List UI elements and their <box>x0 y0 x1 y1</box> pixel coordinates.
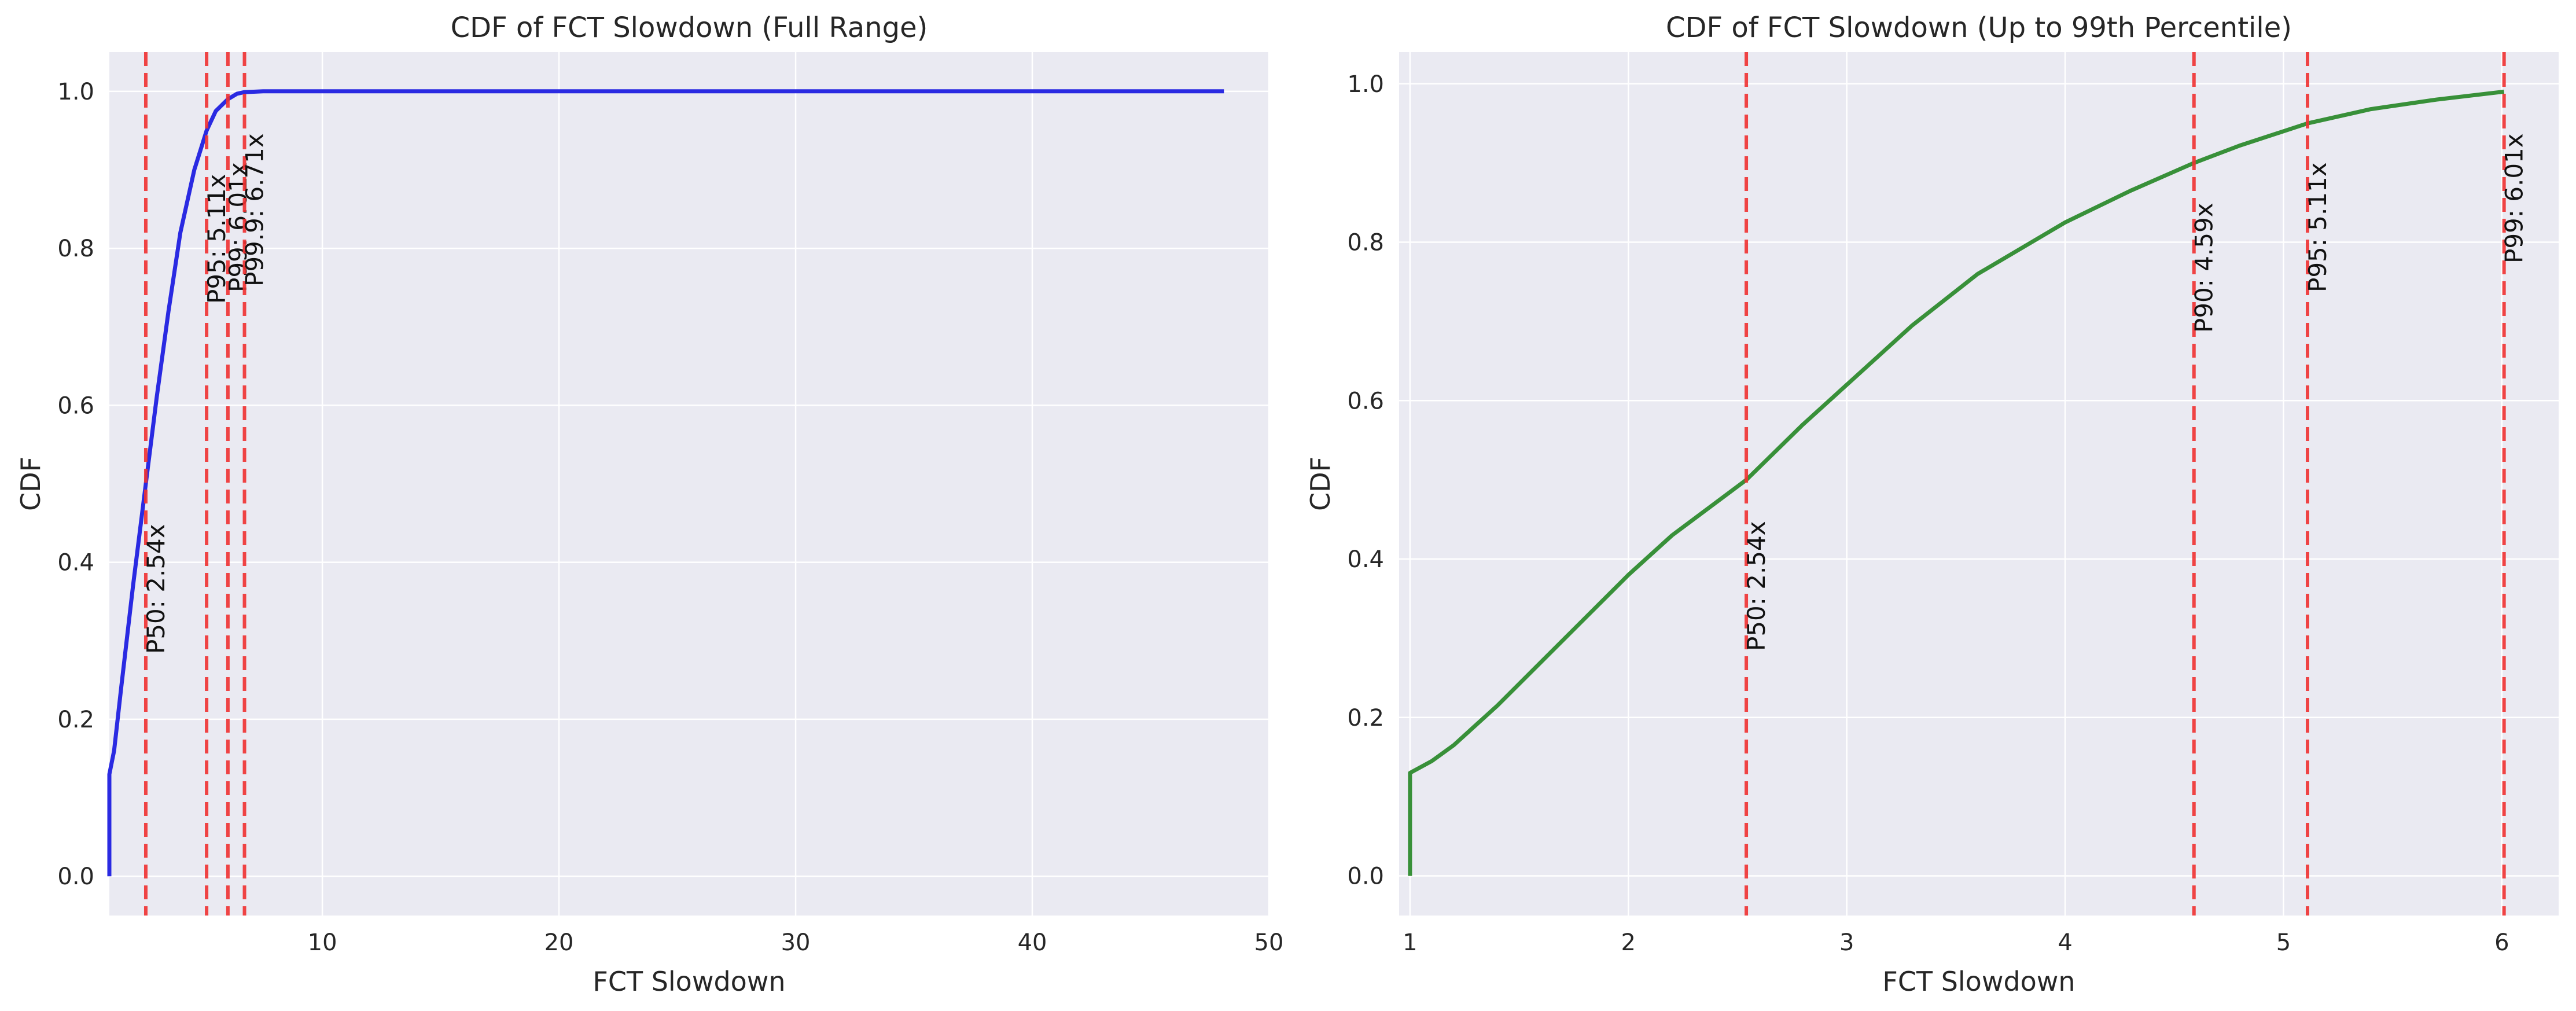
percentile-label: P50: 2.54x <box>1742 521 1771 651</box>
x-tick-label: 30 <box>781 929 811 956</box>
x-tick-label: 40 <box>1018 929 1047 956</box>
y-tick-label: 1.0 <box>57 79 94 105</box>
x-tick-label: 3 <box>1839 929 1854 956</box>
x-tick-label: 5 <box>2276 929 2291 956</box>
cdf-series-line <box>1408 89 2505 876</box>
plot-area <box>109 52 1269 916</box>
x-axis-label: FCT Slowdown <box>593 966 785 997</box>
percentile-label: P99: 6.01x <box>224 162 252 292</box>
y-tick-label: 0.4 <box>1347 546 1384 573</box>
cdf-series-line <box>107 89 1224 877</box>
x-tick-label: 50 <box>1254 929 1284 956</box>
x-tick-label: 10 <box>308 929 337 956</box>
left-chart-panel: 10 20 30 40 50 0.0 0.2 0.4 0.6 0.8 1.0 CDF of FCT S… <box>15 12 1283 997</box>
y-tick-label: 0.8 <box>57 236 94 262</box>
y-tick-label: 1.0 <box>1347 71 1384 98</box>
chart-title: CDF of FCT Slowdown (Full Range) <box>451 12 928 44</box>
x-tick-label: 20 <box>544 929 574 956</box>
percentile-label: P50: 2.54x <box>142 524 170 654</box>
y-tick-label: 0.4 <box>57 550 94 576</box>
percentile-label: P99: 6.01x <box>2500 133 2529 263</box>
y-tick-label: 0.8 <box>1347 230 1384 256</box>
y-axis-label: CDF <box>15 457 46 511</box>
y-tick-label: 0.0 <box>57 863 94 890</box>
percentile-label: P90: 4.59x <box>2190 203 2218 333</box>
x-tick-label: 4 <box>2058 929 2072 956</box>
percentile-label: P95: 5.11x <box>2303 162 2332 292</box>
percentile-label: P99.9: 6.71x <box>241 133 269 286</box>
y-tick-label: 0.2 <box>57 707 94 733</box>
chart-title: CDF of FCT Slowdown (Up to 99th Percenti… <box>1666 12 2292 44</box>
y-tick-label: 0.2 <box>1347 705 1384 731</box>
plot-area <box>1399 52 2559 916</box>
x-tick-label: 2 <box>1621 929 1636 956</box>
x-tick-label: 6 <box>2494 929 2509 956</box>
y-tick-label: 0.0 <box>1347 863 1384 890</box>
y-tick-label: 0.6 <box>57 392 94 419</box>
x-axis-label: FCT Slowdown <box>1882 966 2075 997</box>
right-chart-panel: 1 2 3 4 5 6 0.0 0.2 0.4 0.6 0.8 1.0 CDF of FCT Slowd… <box>1305 12 2559 997</box>
y-tick-label: 0.6 <box>1347 388 1384 414</box>
x-tick-label: 1 <box>1403 929 1417 956</box>
y-axis-label: CDF <box>1305 457 1336 511</box>
